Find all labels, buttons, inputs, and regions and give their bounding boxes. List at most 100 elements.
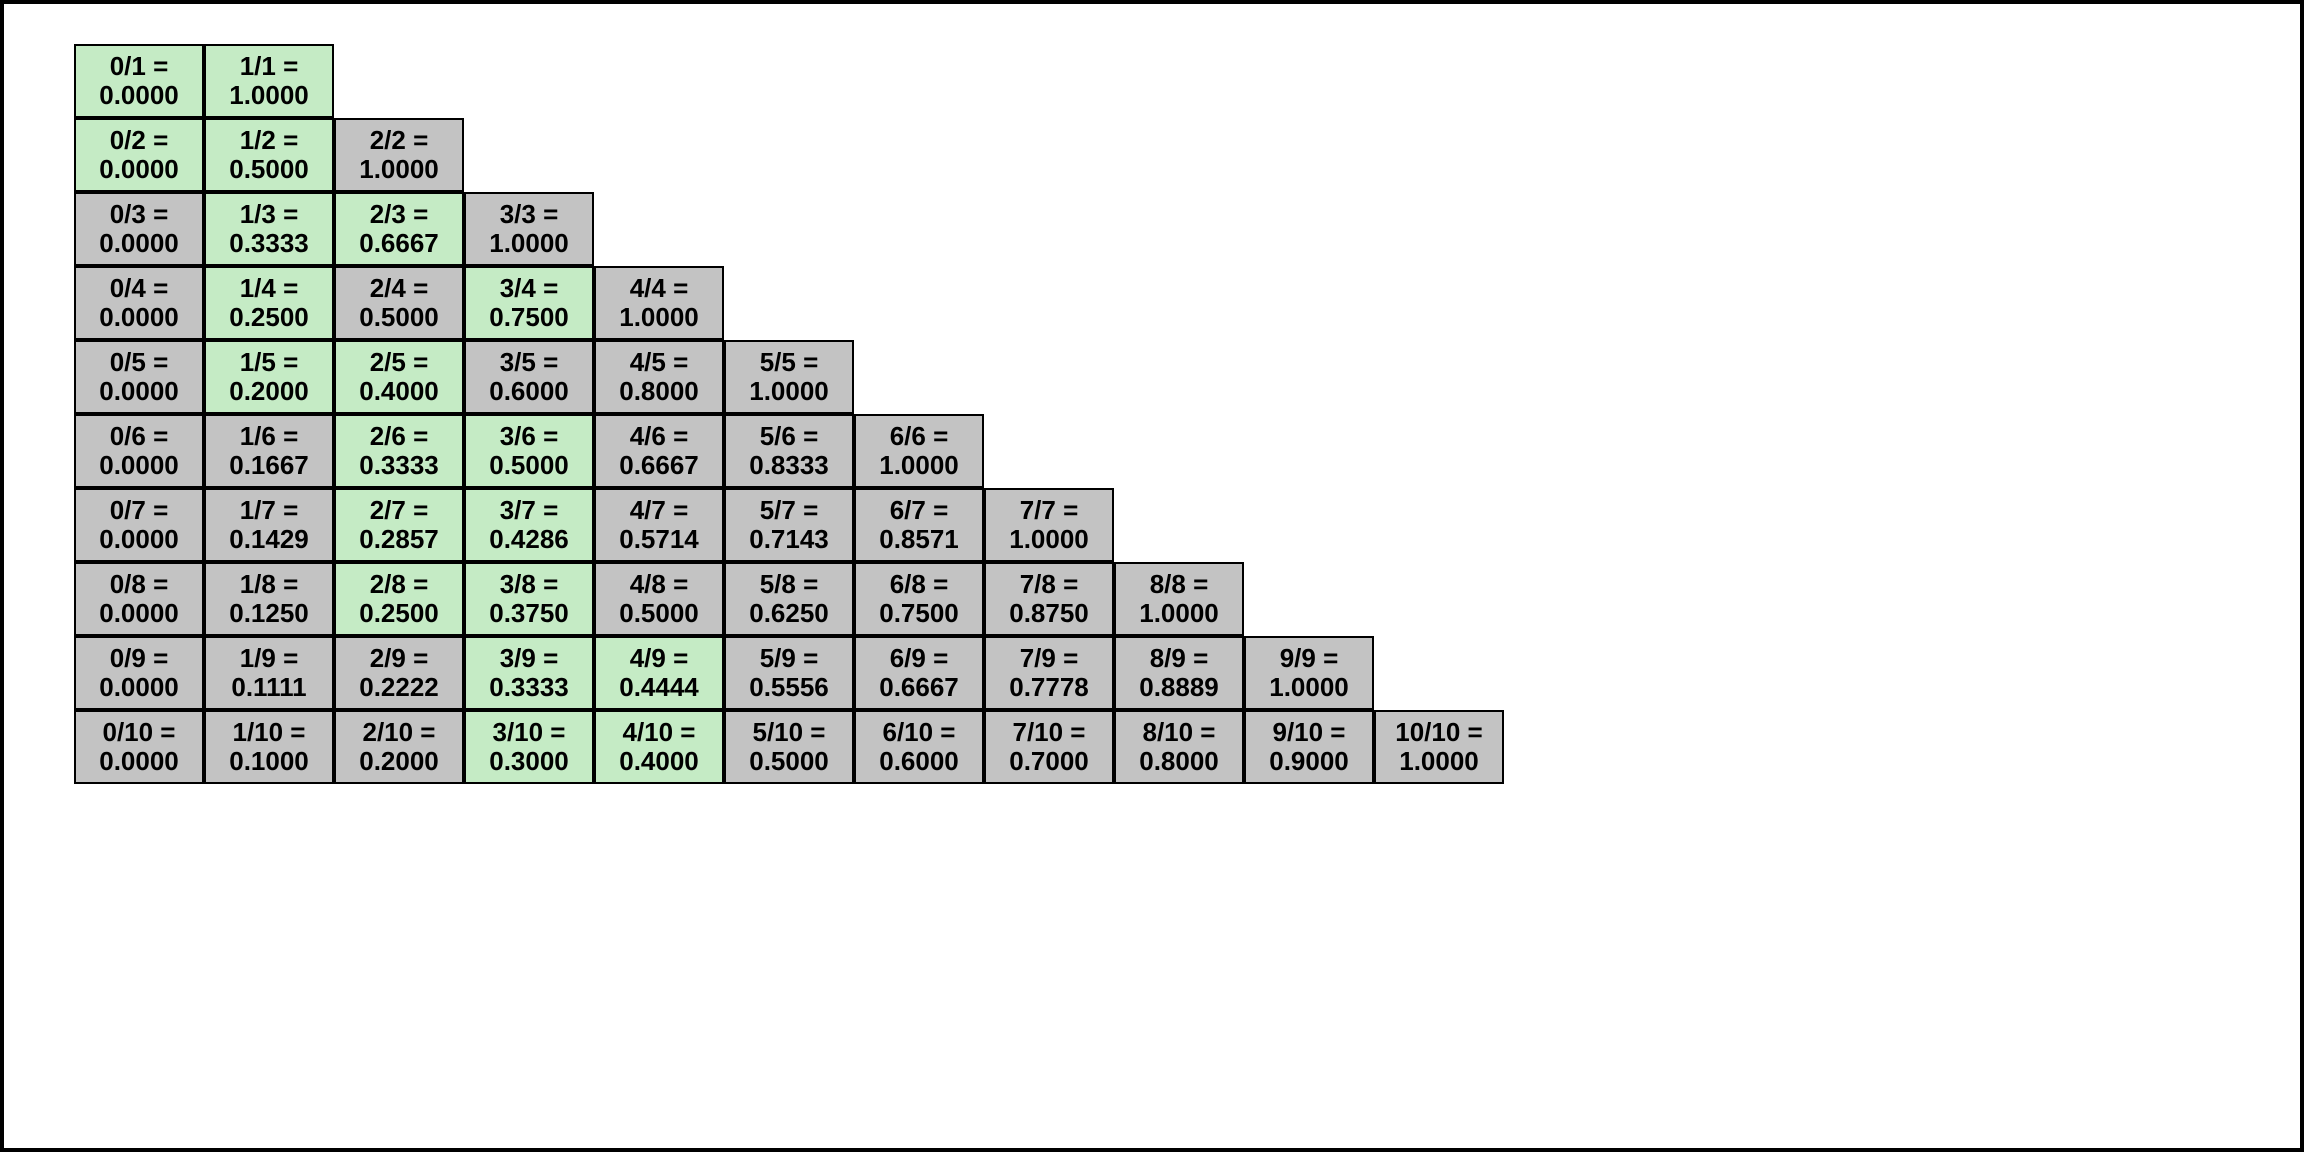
fraction-label: 8/9 =	[1150, 644, 1209, 673]
fraction-label: 5/6 =	[760, 422, 819, 451]
fraction-cell: 5/6 =0.8333	[724, 414, 854, 488]
decimal-label: 0.0000	[99, 81, 179, 110]
fraction-cell: 2/7 =0.2857	[334, 488, 464, 562]
fraction-label: 4/5 =	[630, 348, 689, 377]
fraction-cell: 6/6 =1.0000	[854, 414, 984, 488]
fraction-cell: 5/5 =1.0000	[724, 340, 854, 414]
fraction-label: 6/9 =	[890, 644, 949, 673]
fraction-label: 0/10 =	[102, 718, 175, 747]
fraction-cell: 6/10 =0.6000	[854, 710, 984, 784]
fraction-label: 5/10 =	[752, 718, 825, 747]
fraction-label: 3/8 =	[500, 570, 559, 599]
decimal-label: 0.6667	[879, 673, 959, 702]
fraction-label: 9/9 =	[1280, 644, 1339, 673]
decimal-label: 0.2222	[359, 673, 439, 702]
fraction-cell: 5/8 =0.6250	[724, 562, 854, 636]
fraction-label: 3/4 =	[500, 274, 559, 303]
fraction-label: 7/7 =	[1020, 496, 1079, 525]
fraction-cell: 4/10 =0.4000	[594, 710, 724, 784]
decimal-label: 0.0000	[99, 525, 179, 554]
fraction-cell: 1/8 =0.1250	[204, 562, 334, 636]
fraction-cell: 4/7 =0.5714	[594, 488, 724, 562]
empty-cell	[1374, 488, 1504, 562]
fraction-label: 2/9 =	[370, 644, 429, 673]
fraction-label: 7/9 =	[1020, 644, 1079, 673]
decimal-label: 0.6000	[489, 377, 569, 406]
fraction-cell: 8/8 =1.0000	[1114, 562, 1244, 636]
fraction-cell: 5/10 =0.5000	[724, 710, 854, 784]
decimal-label: 0.2000	[359, 747, 439, 776]
fraction-label: 2/10 =	[362, 718, 435, 747]
decimal-label: 1.0000	[1139, 599, 1219, 628]
empty-cell	[1374, 340, 1504, 414]
decimal-label: 1.0000	[489, 229, 569, 258]
fraction-label: 1/10 =	[232, 718, 305, 747]
decimal-label: 0.3333	[229, 229, 309, 258]
fraction-cell: 0/9 =0.0000	[74, 636, 204, 710]
fraction-cell: 1/1 =1.0000	[204, 44, 334, 118]
fraction-cell: 0/10 =0.0000	[74, 710, 204, 784]
empty-cell	[854, 340, 984, 414]
empty-cell	[1114, 192, 1244, 266]
fraction-label: 4/8 =	[630, 570, 689, 599]
fraction-label: 0/5 =	[110, 348, 169, 377]
empty-cell	[1114, 266, 1244, 340]
empty-cell	[724, 44, 854, 118]
decimal-label: 0.7143	[749, 525, 829, 554]
fraction-label: 1/3 =	[240, 200, 299, 229]
fraction-cell: 8/9 =0.8889	[1114, 636, 1244, 710]
fraction-cell: 6/7 =0.8571	[854, 488, 984, 562]
fraction-cell: 4/9 =0.4444	[594, 636, 724, 710]
empty-cell	[1374, 562, 1504, 636]
fraction-cell: 0/2 =0.0000	[74, 118, 204, 192]
fraction-cell: 3/5 =0.6000	[464, 340, 594, 414]
decimal-label: 0.6667	[359, 229, 439, 258]
fraction-label: 2/7 =	[370, 496, 429, 525]
empty-cell	[854, 118, 984, 192]
fraction-cell: 2/5 =0.4000	[334, 340, 464, 414]
fraction-label: 8/10 =	[1142, 718, 1215, 747]
decimal-label: 1.0000	[1009, 525, 1089, 554]
fraction-cell: 0/8 =0.0000	[74, 562, 204, 636]
decimal-label: 0.5000	[229, 155, 309, 184]
decimal-label: 1.0000	[1269, 673, 1349, 702]
decimal-label: 0.8750	[1009, 599, 1089, 628]
fraction-cell: 1/10 =0.1000	[204, 710, 334, 784]
fraction-cell: 6/9 =0.6667	[854, 636, 984, 710]
fraction-label: 2/6 =	[370, 422, 429, 451]
fraction-cell: 10/10 =1.0000	[1374, 710, 1504, 784]
fraction-cell: 6/8 =0.7500	[854, 562, 984, 636]
empty-cell	[1244, 414, 1374, 488]
fraction-label: 0/6 =	[110, 422, 169, 451]
fraction-label: 4/7 =	[630, 496, 689, 525]
decimal-label: 0.5556	[749, 673, 829, 702]
fraction-cell: 2/3 =0.6667	[334, 192, 464, 266]
decimal-label: 0.2500	[359, 599, 439, 628]
fraction-label: 3/6 =	[500, 422, 559, 451]
empty-cell	[1374, 118, 1504, 192]
fraction-cell: 2/6 =0.3333	[334, 414, 464, 488]
fraction-label: 1/9 =	[240, 644, 299, 673]
fraction-label: 6/8 =	[890, 570, 949, 599]
empty-cell	[724, 266, 854, 340]
decimal-label: 1.0000	[879, 451, 959, 480]
fraction-label: 1/4 =	[240, 274, 299, 303]
decimal-label: 0.6667	[619, 451, 699, 480]
decimal-label: 1.0000	[359, 155, 439, 184]
fraction-cell: 4/8 =0.5000	[594, 562, 724, 636]
fraction-label: 6/10 =	[882, 718, 955, 747]
decimal-label: 0.4000	[619, 747, 699, 776]
empty-cell	[1244, 340, 1374, 414]
fraction-cell: 1/3 =0.3333	[204, 192, 334, 266]
decimal-label: 0.1250	[229, 599, 309, 628]
fraction-label: 0/3 =	[110, 200, 169, 229]
fraction-label: 6/6 =	[890, 422, 949, 451]
empty-cell	[984, 192, 1114, 266]
empty-cell	[854, 192, 984, 266]
decimal-label: 0.5000	[619, 599, 699, 628]
fraction-cell: 0/4 =0.0000	[74, 266, 204, 340]
decimal-label: 0.8889	[1139, 673, 1219, 702]
fraction-label: 1/7 =	[240, 496, 299, 525]
decimal-label: 0.1429	[229, 525, 309, 554]
empty-cell	[984, 266, 1114, 340]
